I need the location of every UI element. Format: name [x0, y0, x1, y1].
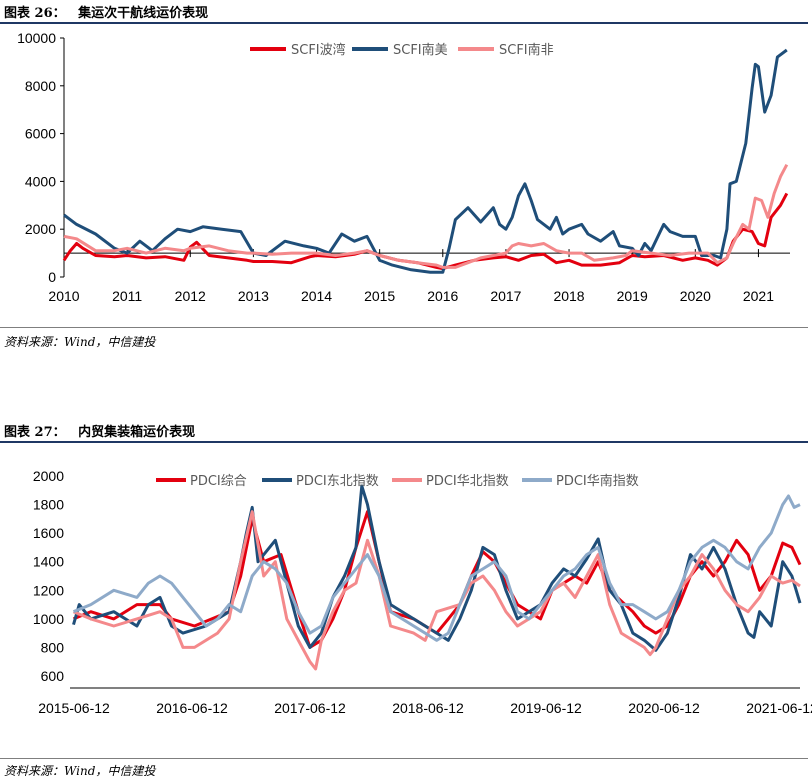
y-tick-label: 6000 [25, 126, 56, 142]
x-tick-label: 2021-06-12 [746, 700, 812, 716]
figure-27-title: 图表 27： 内贸集装箱运价表现 [4, 421, 195, 440]
x-tick-label: 2016-06-12 [156, 700, 228, 716]
x-tick-label: 2015 [364, 288, 395, 304]
x-tick-label: 2020 [680, 288, 711, 304]
y-tick-label: 1200 [33, 582, 64, 598]
figure-27-source-rule [0, 758, 808, 759]
y-tick-label: 600 [41, 668, 65, 684]
x-tick-label: 2019 [617, 288, 648, 304]
figure-26-title: 图表 26： 集运次干航线运价表现 [4, 2, 208, 21]
x-tick-label: 2020-06-12 [628, 700, 700, 716]
series-line-2 [72, 484, 802, 652]
legend-label: SCFI南美 [393, 42, 448, 58]
y-tick-label: 1400 [33, 554, 64, 570]
series-line-3 [72, 510, 801, 671]
figure-27-source: 资料来源：Wind，中信建投 [4, 764, 156, 778]
y-tick-label: 0 [48, 269, 56, 285]
figure-26-title-rule [0, 22, 808, 24]
y-tick-label: 1800 [33, 497, 64, 513]
legend-label: PDCI东北指数 [296, 474, 379, 489]
x-tick-label: 2017-06-12 [274, 700, 346, 716]
x-tick-label: 2016 [427, 288, 458, 304]
series-line-3 [63, 163, 789, 269]
x-tick-label: 2010 [48, 288, 79, 304]
figure-26-source-rule [0, 327, 808, 328]
legend-label: SCFI波湾 [291, 42, 346, 58]
x-tick-label: 2021 [743, 288, 774, 304]
series-line-1 [62, 192, 789, 271]
series-line-2 [63, 48, 788, 274]
chart-scfi-secondary-routes: 0 2000 4000 6000 8000 10000 2010 2011 2012 2013 20… [17, 30, 790, 304]
x-tick-label: 2018 [553, 288, 584, 304]
chart-pdci-domestic-container: 600 800 1000 1200 1400 1600 1800 2000 2015-06-12… [33, 468, 812, 716]
figure-27-prefix: 图表 27： [4, 425, 66, 440]
y-tick-label: 2000 [33, 468, 64, 484]
figure-26-prefix: 图表 26： [4, 6, 66, 21]
y-tick-label: 1000 [33, 611, 64, 627]
figure-27-title-rule [0, 441, 808, 443]
y-tick-label: 8000 [25, 78, 56, 94]
legend-label: PDCI综合 [190, 474, 247, 489]
legend-label: PDCI华南指数 [556, 473, 639, 489]
figure-26-caption: 集运次干航线运价表现 [78, 6, 209, 21]
figure-26-source: 资料来源：Wind，中信建投 [4, 335, 156, 349]
figure-27-caption: 内贸集装箱运价表现 [78, 425, 196, 440]
series-line-1 [72, 510, 802, 649]
x-tick-label: 2017 [490, 288, 521, 304]
x-tick-label: 2013 [238, 288, 269, 304]
x-tick-label: 2011 [112, 288, 142, 304]
y-tick-label: 10000 [17, 30, 56, 46]
legend-label: SCFI南非 [499, 42, 554, 58]
legend-label: PDCI华北指数 [426, 474, 509, 489]
y-tick-label: 800 [41, 639, 65, 655]
y-tick-label: 1600 [33, 525, 64, 541]
x-tick-label: 2018-06-12 [392, 700, 464, 716]
x-tick-label: 2012 [175, 288, 206, 304]
series-line-4 [72, 494, 801, 642]
y-tick-label: 2000 [25, 221, 56, 237]
x-tick-label: 2015-06-12 [38, 700, 110, 716]
y-tick-label: 4000 [25, 173, 56, 189]
x-tick-label: 2014 [301, 288, 332, 304]
x-tick-label: 2019-06-12 [510, 700, 582, 716]
